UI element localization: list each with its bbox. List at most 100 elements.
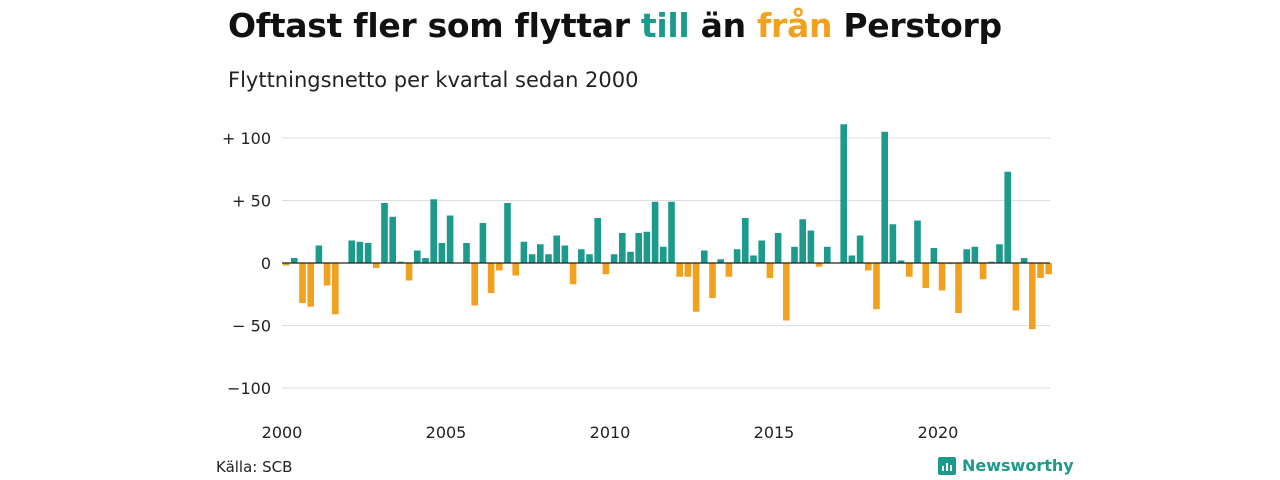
title-part2: än <box>689 6 757 45</box>
bar <box>922 263 929 288</box>
bar <box>537 244 544 263</box>
bar <box>881 131 888 263</box>
bar <box>323 263 331 286</box>
x-tick-label: 2005 <box>426 423 467 442</box>
bar <box>848 255 856 263</box>
bar <box>610 254 618 263</box>
bar <box>815 263 823 267</box>
bar <box>446 215 454 263</box>
bar <box>783 263 790 321</box>
bar <box>947 263 954 265</box>
bar <box>766 263 774 278</box>
bar <box>332 263 339 315</box>
bar <box>528 254 536 263</box>
bar <box>282 263 290 266</box>
bar <box>1029 263 1036 330</box>
bar <box>1037 263 1044 278</box>
title-part1: Oftast fler som flyttar <box>228 6 641 45</box>
bar <box>914 220 921 263</box>
brand-name: Newsworthy <box>962 456 1074 475</box>
bar <box>299 263 306 303</box>
bar <box>750 255 757 263</box>
bar <box>422 258 429 263</box>
bar <box>578 249 585 263</box>
y-axis-labels: + 100 + 50 0 − 50 −100 <box>222 129 271 398</box>
bar <box>963 249 970 263</box>
bar <box>397 261 405 263</box>
bar <box>692 263 700 312</box>
bar <box>651 201 659 263</box>
bar <box>988 261 995 263</box>
bar <box>389 216 396 263</box>
newsworthy-logo: Newsworthy <box>938 456 1074 475</box>
x-tick-label: 2015 <box>754 423 795 442</box>
bar <box>717 259 724 263</box>
bar <box>955 263 962 313</box>
bar <box>1045 263 1052 275</box>
title-part3: Perstorp <box>832 6 1002 45</box>
bar <box>569 263 577 285</box>
bar <box>668 201 675 263</box>
bar <box>725 263 733 277</box>
bar <box>897 260 905 263</box>
bars <box>282 124 1052 330</box>
bar <box>996 244 1003 263</box>
y-tick-label: + 50 <box>232 192 271 211</box>
y-tick-label: −100 <box>227 379 271 398</box>
bar <box>938 263 946 291</box>
bar <box>364 243 372 263</box>
bar <box>504 203 511 263</box>
bar <box>807 230 815 263</box>
bar <box>438 243 446 263</box>
bar <box>561 245 569 263</box>
bar <box>906 263 913 277</box>
x-tick-label: 2010 <box>590 423 631 442</box>
bar <box>520 241 528 263</box>
title-highlight-in: till <box>640 6 690 45</box>
bar <box>758 240 765 263</box>
bar <box>291 258 298 263</box>
bar <box>889 224 897 263</box>
y-tick-label: − 50 <box>232 317 271 336</box>
bar <box>487 263 495 293</box>
bar <box>594 218 601 263</box>
bar <box>1020 258 1028 263</box>
bar-chart-icon <box>938 456 956 475</box>
y-tick-label: 0 <box>261 254 271 273</box>
title-highlight-out: från <box>756 6 833 45</box>
bar <box>840 124 847 263</box>
bar <box>676 263 683 277</box>
bar <box>684 263 692 277</box>
bar <box>979 263 987 280</box>
bar <box>733 249 741 263</box>
bar <box>791 246 798 263</box>
bar <box>774 233 782 263</box>
bar <box>430 199 437 263</box>
bar <box>512 263 519 276</box>
bar <box>873 263 880 310</box>
bar <box>381 203 388 263</box>
bar <box>799 219 806 263</box>
bar <box>356 241 364 263</box>
bar <box>701 250 708 263</box>
bar <box>660 246 667 263</box>
bar <box>742 218 749 263</box>
x-tick-label: 2020 <box>918 423 959 442</box>
bar <box>479 223 487 263</box>
x-axis-labels: 2000 2005 2010 2015 2020 <box>262 423 959 442</box>
bar <box>824 246 831 263</box>
y-tick-label: + 100 <box>222 129 271 148</box>
bar <box>856 235 864 263</box>
bar <box>414 250 421 263</box>
bar <box>1004 171 1011 263</box>
bar <box>315 245 323 263</box>
bar <box>627 251 634 263</box>
source-note: Källa: SCB <box>216 458 293 476</box>
bar <box>643 231 651 263</box>
bar <box>602 263 610 275</box>
bar <box>709 263 716 298</box>
bar <box>373 263 380 268</box>
bar <box>307 263 314 307</box>
bar <box>971 246 979 263</box>
chart-title: Oftast fler som flyttar till än från Per… <box>228 6 1002 45</box>
